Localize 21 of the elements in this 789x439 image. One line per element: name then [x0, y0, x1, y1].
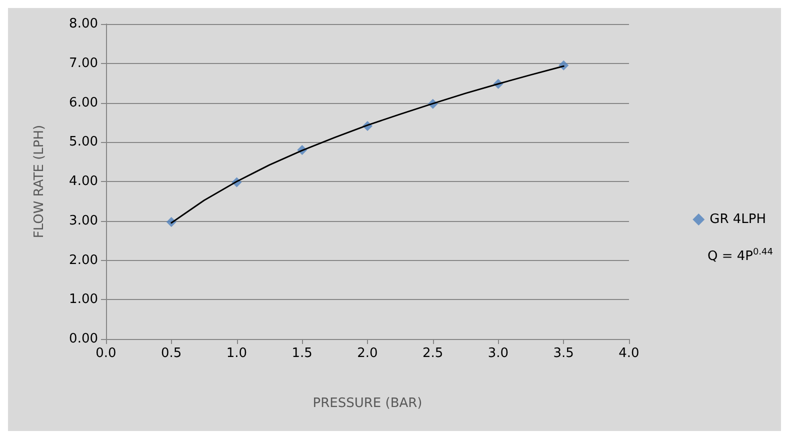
x-tick-label: 4.0 [618, 346, 640, 361]
y-tick-label: 8.00 [69, 16, 98, 32]
x-tick-label: 0.5 [161, 346, 182, 361]
y-tick-label: 7.00 [69, 56, 98, 71]
y-tick-label: 6.00 [69, 95, 98, 110]
y-tick-label: 0.00 [69, 332, 98, 346]
y-axis-title: FLOW RATE (LPH) [32, 124, 47, 238]
x-tick-label: 1.5 [292, 346, 312, 361]
y-tick-label: 3.00 [69, 213, 98, 228]
y-tick-label: 4.00 [69, 174, 98, 189]
y-tick-label: 5.00 [69, 134, 98, 150]
x-tick-label: 3.5 [553, 346, 574, 361]
y-tick-label: 1.00 [69, 292, 98, 308]
x-tick-label: 0.0 [96, 346, 116, 361]
x-tick-label: 1.0 [226, 346, 248, 361]
x-axis-title: PRESSURE (BAR) [312, 396, 422, 411]
x-tick-label: 2.5 [422, 346, 444, 361]
x-tick-label: 2.0 [357, 346, 378, 361]
y-tick-label: 2.00 [69, 252, 98, 268]
x-tick-label: 3.0 [488, 346, 509, 361]
legend-label: GR 4LPH [710, 212, 766, 227]
